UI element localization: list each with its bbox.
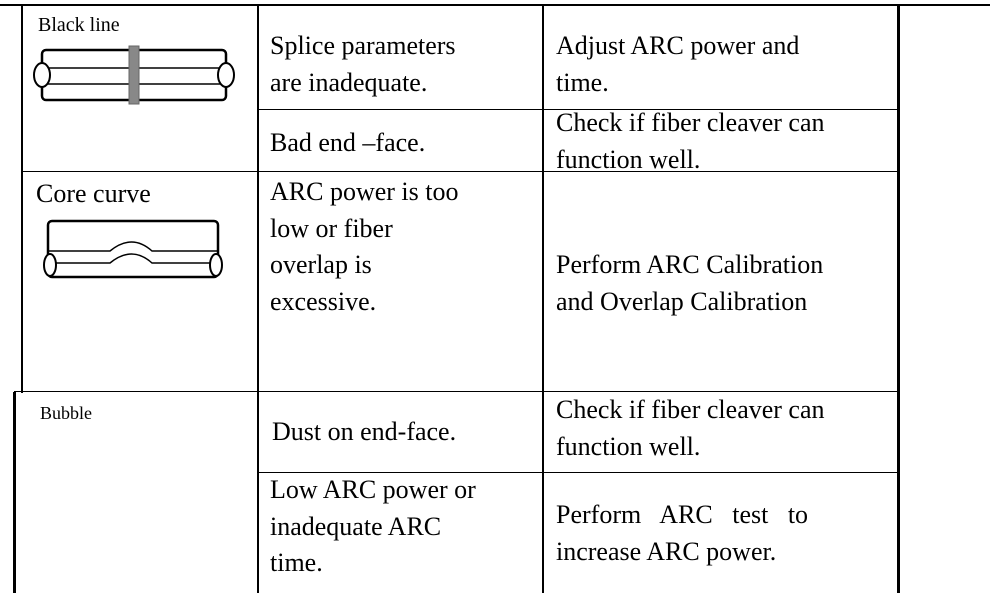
solution: Perform ARC Calibration and Overlap Cali… <box>556 250 824 316</box>
cause: Dust on end-face. <box>272 417 457 446</box>
solution: Perform ARC test to increase ARC power. <box>556 500 809 566</box>
rule <box>258 109 898 110</box>
cause: Splice parameters are inadequate. <box>270 31 456 97</box>
fiber-icon <box>33 45 235 105</box>
rule <box>258 472 898 473</box>
solution: Adjust ARC power and time. <box>556 31 800 97</box>
cause: ARC power is too low or fiber overlap is… <box>270 177 459 316</box>
rule <box>14 391 898 392</box>
cause: Bad end –face. <box>270 128 426 157</box>
defect-label: Core curve <box>36 179 151 208</box>
rule <box>897 4 900 593</box>
rule <box>21 4 23 393</box>
defect-label: Black line <box>38 14 120 36</box>
rule <box>13 392 16 593</box>
rule <box>257 4 259 593</box>
rule <box>0 4 990 6</box>
cause: Low ARC power or inadequate ARC time. <box>270 475 476 577</box>
rule <box>22 171 898 172</box>
fiber-icon <box>43 219 223 279</box>
rule <box>542 4 544 593</box>
solution: Check if fiber cleaver can function well… <box>556 108 825 174</box>
defect-label: Bubble <box>40 403 92 423</box>
solution: Check if fiber cleaver can function well… <box>556 395 825 461</box>
